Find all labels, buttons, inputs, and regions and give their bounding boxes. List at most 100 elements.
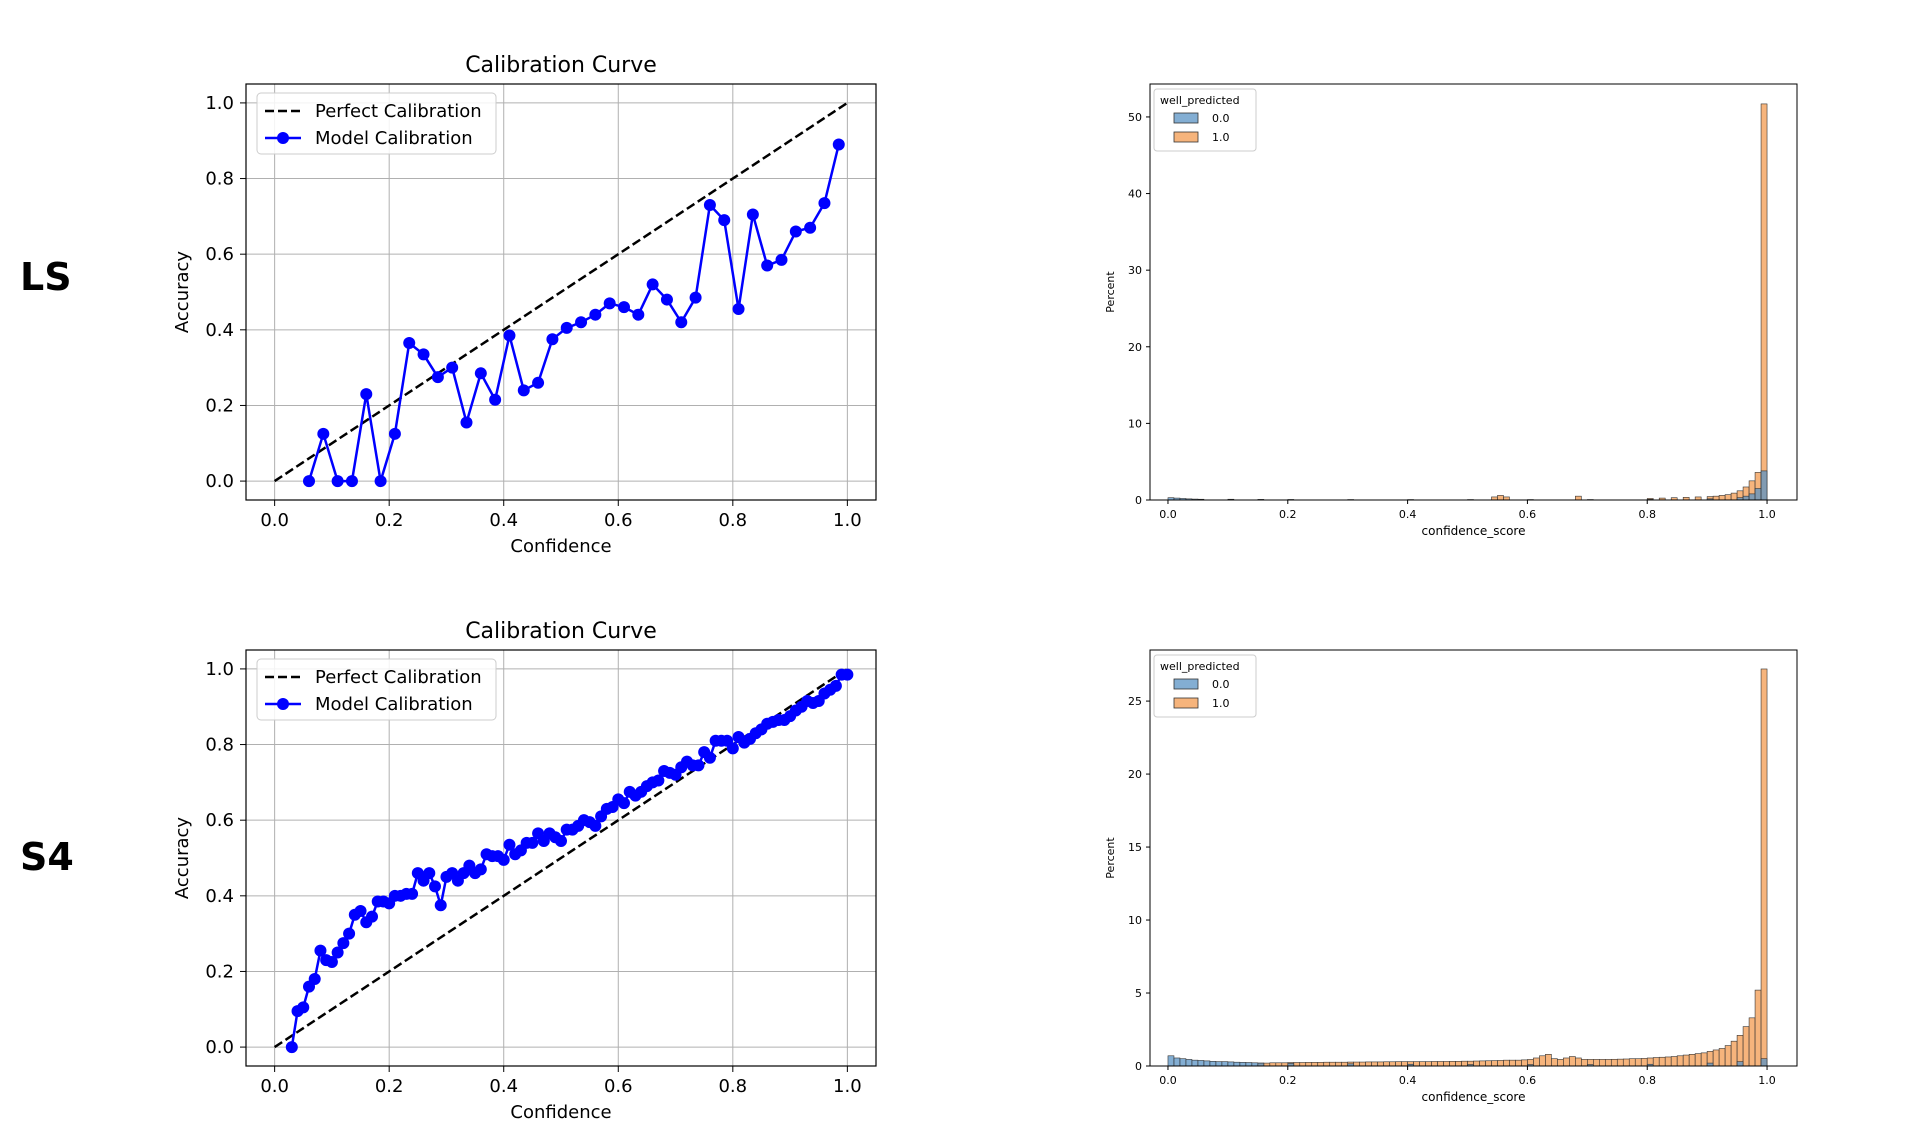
y-tick-label: 0.4 [205,886,234,907]
histogram-bar-1 [1461,1060,1468,1067]
y-tick-label: 15 [1128,841,1142,854]
x-tick-label: 0.0 [260,1076,289,1097]
legend-model-marker [277,698,289,710]
y-tick-label: 1.0 [205,93,234,114]
histogram-bar-1 [1539,1055,1546,1067]
model-calibration-point [308,973,321,986]
y-axis-label: Percent [1104,837,1117,879]
histogram-bar-1 [1604,1059,1612,1067]
y-tick-label: 0.2 [205,961,234,982]
x-tick-label: 0.4 [489,1076,518,1097]
legend-label-0: 0.0 [1212,112,1230,125]
histogram-bar-0 [1179,1058,1187,1067]
x-tick-label: 0.4 [489,510,518,531]
histogram-bar-1 [1616,1058,1624,1067]
legend-model-marker [277,132,289,144]
histogram-bar-1 [1575,495,1582,501]
y-tick-label: 40 [1128,188,1142,201]
histogram-bar-1 [1599,1059,1606,1067]
x-tick-label: 0.4 [1399,1074,1417,1087]
histogram-bar-1 [1593,1059,1600,1067]
model-calibration-point [575,316,588,329]
histogram-bar-0 [1245,1062,1253,1067]
histogram-bar-1 [1497,495,1504,501]
histogram-bar-1 [1628,1058,1636,1067]
histogram-bar-1 [1664,1056,1672,1067]
perfect-calibration-line [273,101,849,483]
model-calibration-point [374,475,387,488]
model-calibration-point [789,225,802,238]
y-tick-label: 50 [1128,111,1142,124]
model-calibration-point [832,138,845,151]
y-tick-label: 0 [1135,494,1142,507]
histogram-bar-1 [1293,1062,1301,1067]
ls-calibration-chart: 0.0 0.0 0.2 0.2 0.4 0.4 0.6 0.6 0.8 0.8 1.0 1.0 Cali… [172,53,877,557]
y-tick-label: 0.0 [205,1037,234,1058]
model-calibration-point [692,759,705,772]
perfect-calibration-line [273,667,849,1049]
histogram-bar-0 [1197,1060,1205,1067]
model-calibration-point [746,208,759,221]
histogram-bar-1 [1730,1040,1738,1067]
histogram-bar-1 [1335,1061,1343,1067]
histogram-bar-1 [1545,1054,1552,1067]
model-calibration-point [517,384,530,397]
histogram-bar-1 [1443,1061,1450,1067]
histogram-bar-1 [1610,1058,1618,1067]
histogram-bar-1 [1718,495,1726,501]
y-tick-label: 1.0 [205,659,234,680]
s4-histogram-chart: 0.0 0.2 0.4 0.6 0.8 1.0 0 5 10 15 20 25 confidence_s… [1104,649,1798,1104]
model-calibration-point [331,475,344,488]
y-tick-label: 0.2 [205,395,234,416]
model-calibration-point [804,221,817,234]
histogram-bar-0 [1167,1055,1175,1067]
legend-title: well_predicted [1160,660,1240,673]
legend-swatch-1 [1173,697,1199,709]
histogram-bar-0 [1748,493,1756,501]
histogram-bar-1 [1658,1056,1666,1067]
x-tick-label: 1.0 [1758,508,1776,521]
histogram-bar-1 [1569,1056,1576,1067]
model-calibration-point [526,836,539,849]
model-calibration-point [360,388,373,401]
histogram-bar-1 [1742,1026,1750,1067]
y-tick-label: 30 [1128,264,1142,277]
x-tick-label: 0.8 [1638,1074,1656,1087]
legend-perfect-label: Perfect Calibration [315,667,482,688]
y-tick-label: 5 [1135,987,1142,1000]
histogram-bar-1 [1748,1017,1756,1067]
histogram-bar-1 [1581,1059,1588,1067]
histogram-bar-1 [1694,1053,1702,1067]
histogram-bar-1 [1401,1061,1408,1067]
histogram-bar-1 [1479,1060,1486,1067]
histogram-bar-0 [1185,1059,1193,1067]
y-tick-label: 0.8 [205,169,234,190]
x-tick-label: 0.2 [375,510,404,531]
x-tick-label: 0.2 [1279,508,1297,521]
histogram-bar-0 [1233,1061,1241,1067]
histogram-bar-1 [1551,1058,1558,1067]
plot-frame [245,83,877,501]
histogram-bar-1 [1557,1059,1564,1067]
histogram-bar-1 [1425,1061,1432,1067]
row-label-ls: LS [20,255,72,299]
histogram-bar-1 [1413,1061,1420,1067]
histogram-bar-1 [1730,492,1738,501]
y-tick-label: 25 [1128,695,1142,708]
histogram-bar-0 [1191,1059,1199,1067]
histogram-bar-1 [1485,1060,1492,1067]
model-calibration-point [417,348,430,361]
histogram-bar-1 [1575,1057,1582,1067]
y-axis-label: Accuracy [172,817,193,900]
histogram-bar-1 [1712,1049,1720,1067]
model-calibration-point [703,751,716,764]
model-calibration-point [675,316,688,329]
histogram-bar-1 [1640,1058,1648,1067]
plot-frame [1149,83,1798,501]
model-calibration-point [726,742,739,755]
model-calibration-point [703,199,716,212]
x-tick-label: 0.0 [1159,1074,1177,1087]
model-calibration-point [429,880,441,893]
histogram-bar-1 [1760,668,1768,1067]
legend-model-label: Model Calibration [315,694,473,715]
